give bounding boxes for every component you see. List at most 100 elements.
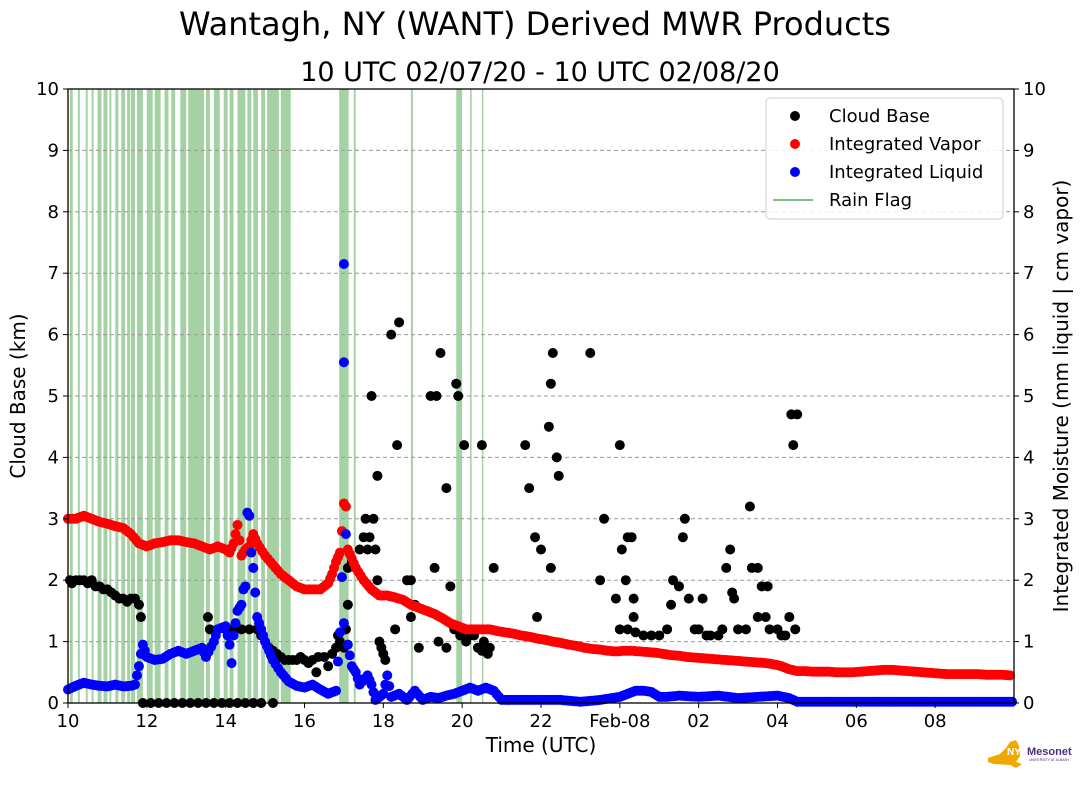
- cloud-base-point: [620, 575, 631, 586]
- cloud-base-point: [628, 593, 639, 604]
- cloud-base-point: [386, 329, 397, 340]
- integrated-liquid-point: [338, 258, 349, 269]
- x-tick-label: 04: [766, 711, 789, 732]
- legend-label-cloud-base: Cloud Base: [829, 106, 930, 127]
- y-tick-label: 6: [48, 325, 59, 346]
- x-tick-label: 06: [845, 711, 868, 732]
- cloud-base-point: [390, 624, 401, 635]
- rain-flag-band: [261, 89, 266, 703]
- integrated-liquid-point: [230, 618, 241, 629]
- logo-nys-text: NYS: [1007, 747, 1028, 758]
- x-tick-label: 22: [530, 711, 553, 732]
- y-tick-label-right: 0: [1023, 693, 1034, 714]
- cloud-base-point: [725, 544, 736, 555]
- cloud-base-point: [429, 562, 440, 573]
- cloud-base-point: [532, 612, 543, 623]
- cloud-base-point: [630, 627, 641, 638]
- cloud-base-point: [360, 513, 371, 524]
- integrated-liquid-point: [131, 670, 142, 681]
- y-tick-label: 3: [48, 509, 59, 530]
- chart-subtitle: 10 UTC 02/07/20 - 10 UTC 02/08/20: [300, 57, 780, 88]
- integrated-liquid-point: [333, 656, 344, 667]
- y-tick-label: 8: [48, 202, 59, 223]
- integrated-liquid-point: [342, 639, 353, 650]
- x-tick-label: 20: [451, 711, 474, 732]
- cloud-base-point: [135, 612, 146, 623]
- integrated-liquid-point: [244, 510, 255, 521]
- cloud-base-point: [445, 581, 456, 592]
- cloud-base-point: [435, 348, 446, 359]
- nys-mesonet-logo: NYS Mesonet UNIVERSITY AT ALBANY: [988, 740, 1072, 768]
- cloud-base-point: [551, 452, 562, 463]
- y-tick-label-right: 4: [1023, 447, 1034, 468]
- cloud-base-point: [610, 593, 621, 604]
- integrated-liquid-point: [336, 572, 347, 583]
- cloud-base-point: [244, 624, 255, 635]
- cloud-base-point: [441, 642, 452, 653]
- cloud-base-point: [740, 624, 751, 635]
- cloud-base-point: [654, 630, 665, 641]
- y-tick-label: 2: [48, 570, 59, 591]
- cloud-base-point: [729, 593, 740, 604]
- rain-flag-band: [247, 89, 252, 703]
- y-tick-label-right: 6: [1023, 325, 1034, 346]
- cloud-base-point: [744, 501, 755, 512]
- cloud-base-point: [792, 409, 803, 420]
- integrated-liquid-point: [338, 357, 349, 368]
- cloud-base-point: [453, 391, 464, 401]
- y-tick-label: 10: [36, 79, 59, 100]
- cloud-base-point: [520, 440, 531, 451]
- cloud-base-point: [372, 575, 383, 586]
- cloud-base-point: [595, 575, 606, 586]
- cloud-base-point: [677, 532, 688, 543]
- cloud-base-point: [717, 624, 728, 635]
- cloud-base-point: [354, 544, 365, 555]
- integrated-liquid-point: [240, 581, 251, 592]
- cloud-base-point: [545, 378, 556, 389]
- data-layer: [63, 258, 1018, 708]
- cloud-base-point: [784, 612, 795, 623]
- y-tick-label-right: 9: [1023, 140, 1034, 161]
- y-tick-label: 0: [48, 693, 59, 714]
- cloud-base-point: [585, 348, 596, 359]
- cloud-base-point: [762, 581, 773, 592]
- cloud-base-point: [319, 651, 330, 662]
- cloud-base-point: [368, 513, 379, 524]
- rain-flag-band: [85, 89, 88, 703]
- cloud-base-point: [616, 544, 627, 555]
- cloud-base-point: [788, 440, 799, 451]
- integrated-liquid-point: [1007, 696, 1018, 707]
- integrated-vapor-point: [334, 547, 345, 558]
- y-tick-label-right: 1: [1023, 632, 1034, 653]
- cloud-base-point: [476, 440, 487, 451]
- integrated-vapor-point: [1005, 670, 1016, 681]
- cloud-base-point: [599, 513, 610, 524]
- legend-marker-cloud-base: [790, 111, 800, 121]
- cloud-base-point: [362, 544, 373, 555]
- y-tick-label: 9: [48, 140, 59, 161]
- y-tick-label: 7: [48, 263, 59, 284]
- x-axis-label: Time (UTC): [485, 733, 597, 757]
- legend-marker-integrated-liquid: [790, 167, 800, 177]
- rain-flag-band: [237, 89, 246, 703]
- cloud-base-point: [380, 655, 391, 666]
- cloud-base-point: [451, 378, 462, 389]
- logo-subtext: UNIVERSITY AT ALBANY: [1029, 758, 1070, 762]
- integrated-liquid-point: [366, 679, 377, 690]
- x-tick-label: 10: [57, 711, 80, 732]
- cloud-base-point: [666, 599, 677, 610]
- cloud-base-point: [545, 562, 556, 573]
- integrated-liquid-point: [226, 658, 237, 669]
- cloud-base-point: [530, 532, 541, 543]
- cloud-base-point: [760, 612, 771, 623]
- cloud-base-point: [662, 624, 673, 635]
- integrated-liquid-point: [130, 679, 141, 690]
- cloud-base-point: [441, 483, 452, 494]
- integrated-liquid-point: [224, 639, 235, 650]
- integrated-liquid-point: [378, 688, 389, 699]
- cloud-base-point: [311, 667, 322, 678]
- cloud-base-point: [459, 440, 470, 451]
- x-tick-label: 02: [687, 711, 710, 732]
- cloud-base-point: [614, 440, 625, 451]
